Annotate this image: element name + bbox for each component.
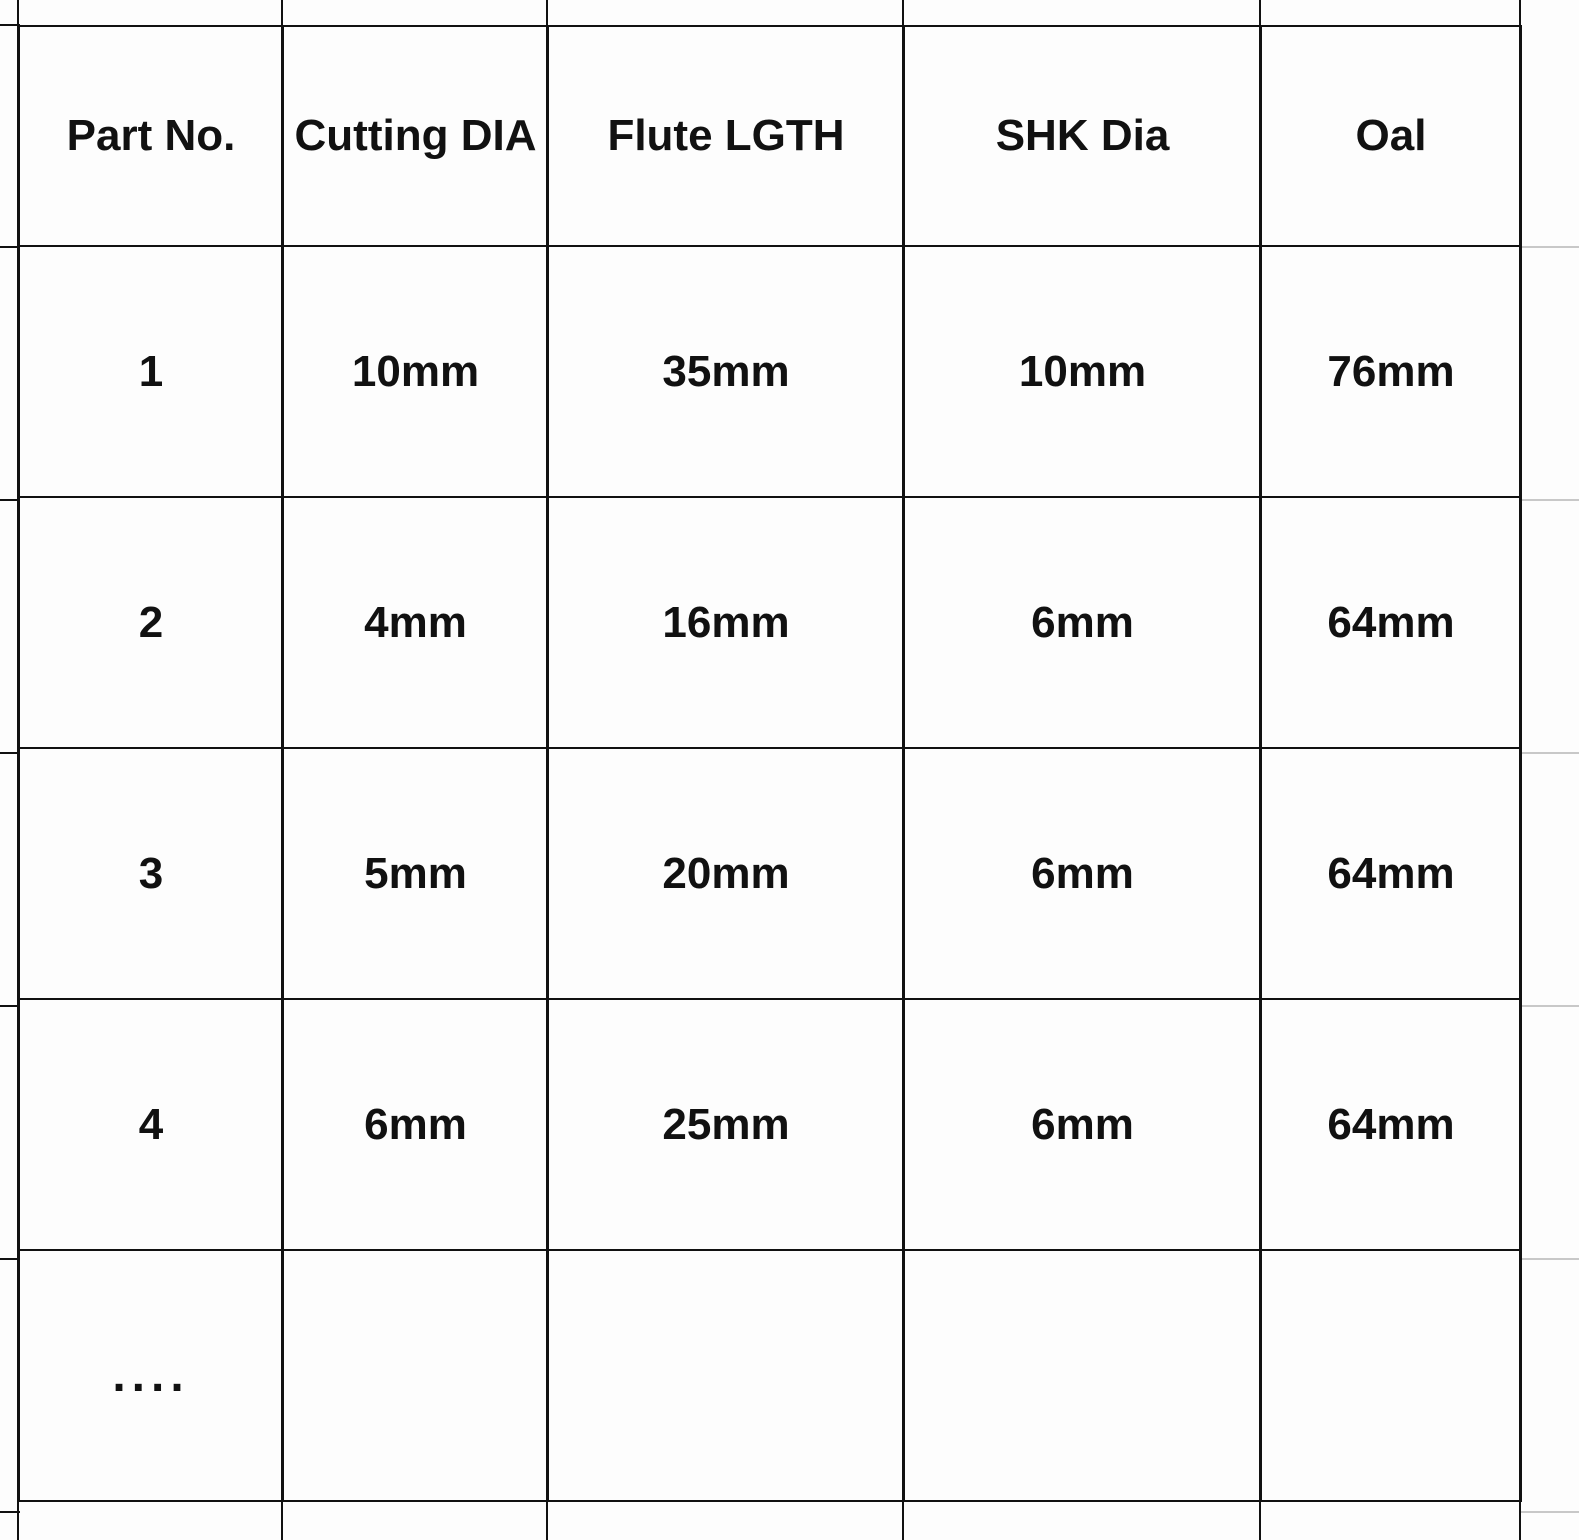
cell-part-no[interactable]: 1 bbox=[18, 245, 284, 498]
cell-flute-length[interactable]: 35mm bbox=[547, 245, 905, 498]
grid-line bbox=[0, 24, 20, 26]
header-oal[interactable]: Oal bbox=[1260, 25, 1522, 247]
grid-line bbox=[1521, 1005, 1579, 1007]
header-cutting-dia[interactable]: Cutting DIA bbox=[282, 25, 549, 247]
header-part-no[interactable]: Part No. bbox=[18, 25, 284, 247]
cell-flute-length[interactable]: 20mm bbox=[547, 747, 905, 1000]
cell-part-no-ellipsis[interactable]: .... bbox=[18, 1249, 284, 1502]
grid-line bbox=[1521, 1511, 1579, 1513]
cell-oal[interactable]: 76mm bbox=[1260, 245, 1522, 498]
cell-oal[interactable] bbox=[1260, 1249, 1522, 1502]
cell-flute-length[interactable]: 25mm bbox=[547, 998, 905, 1251]
parts-table: Part No. Cutting DIA Flute LGTH SHK Dia … bbox=[18, 25, 1522, 1502]
grid-line bbox=[1521, 499, 1579, 501]
cell-cutting-dia[interactable]: 4mm bbox=[282, 496, 549, 749]
cell-part-no[interactable]: 4 bbox=[18, 998, 284, 1251]
cell-cutting-dia[interactable]: 10mm bbox=[282, 245, 549, 498]
cell-flute-length[interactable] bbox=[547, 1249, 905, 1502]
cell-shank-dia[interactable] bbox=[903, 1249, 1262, 1502]
header-shank-dia[interactable]: SHK Dia bbox=[903, 25, 1262, 247]
table-row: 3 5mm 20mm 6mm 64mm bbox=[18, 747, 1522, 1000]
grid-line bbox=[17, 0, 19, 1540]
cell-cutting-dia[interactable] bbox=[282, 1249, 549, 1502]
cell-shank-dia[interactable]: 6mm bbox=[903, 747, 1262, 1000]
grid-line bbox=[0, 1511, 20, 1513]
cell-shank-dia[interactable]: 10mm bbox=[903, 245, 1262, 498]
cell-oal[interactable]: 64mm bbox=[1260, 496, 1522, 749]
table-row: 1 10mm 35mm 10mm 76mm bbox=[18, 245, 1522, 498]
cell-part-no[interactable]: 3 bbox=[18, 747, 284, 1000]
cell-oal[interactable]: 64mm bbox=[1260, 747, 1522, 1000]
cell-cutting-dia[interactable]: 5mm bbox=[282, 747, 549, 1000]
header-flute-length[interactable]: Flute LGTH bbox=[547, 25, 905, 247]
grid-line bbox=[0, 499, 20, 501]
cell-flute-length[interactable]: 16mm bbox=[547, 496, 905, 749]
grid-line bbox=[1521, 752, 1579, 754]
grid-line bbox=[1521, 1258, 1579, 1260]
table-row: 2 4mm 16mm 6mm 64mm bbox=[18, 496, 1522, 749]
cell-shank-dia[interactable]: 6mm bbox=[903, 998, 1262, 1251]
cell-part-no[interactable]: 2 bbox=[18, 496, 284, 749]
table-row: 4 6mm 25mm 6mm 64mm bbox=[18, 998, 1522, 1251]
header-row: Part No. Cutting DIA Flute LGTH SHK Dia … bbox=[18, 25, 1522, 247]
cell-oal[interactable]: 64mm bbox=[1260, 998, 1522, 1251]
grid-line bbox=[0, 1258, 20, 1260]
grid-line bbox=[0, 246, 20, 248]
grid-line bbox=[1521, 246, 1579, 248]
grid-line bbox=[0, 752, 20, 754]
table-row: .... bbox=[18, 1249, 1522, 1502]
cell-shank-dia[interactable]: 6mm bbox=[903, 496, 1262, 749]
grid-line bbox=[0, 1005, 20, 1007]
cell-cutting-dia[interactable]: 6mm bbox=[282, 998, 549, 1251]
